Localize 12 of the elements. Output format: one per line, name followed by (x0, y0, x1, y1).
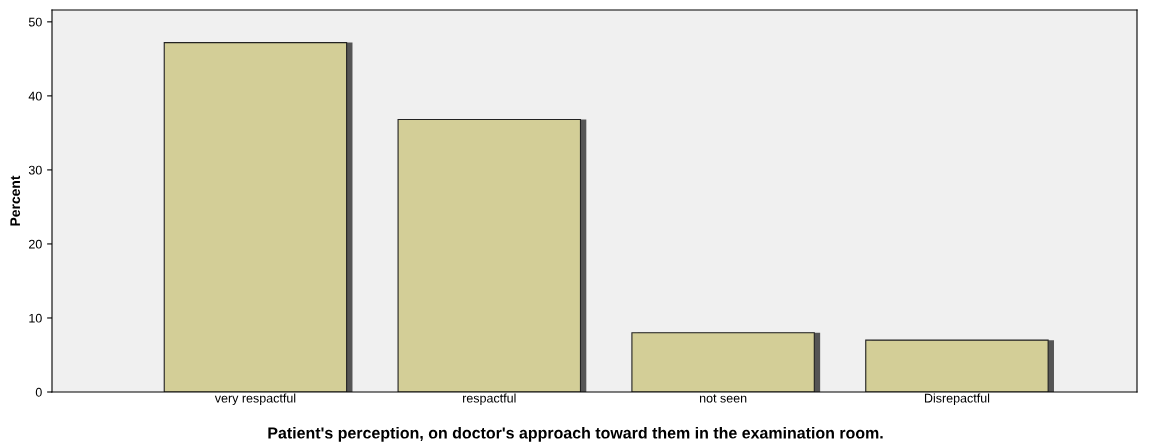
x-tick-label: Disrepactful (924, 393, 990, 406)
x-tick-label: respactful (463, 393, 516, 406)
x-axis-title: Patient's perception, on doctor's approach toward them in the examination room. (268, 426, 883, 442)
y-tick-label: 0 (35, 387, 42, 397)
y-tick-label: 10 (29, 313, 42, 323)
y-axis-title: Percent (10, 175, 21, 226)
x-tick-label: very respactful (214, 393, 296, 406)
y-tick-label: 20 (29, 239, 42, 249)
y-tick-label: 30 (28, 165, 42, 175)
y-tick-label: 40 (28, 91, 42, 101)
x-tick-label: not seen (699, 394, 747, 403)
y-tick-label: 50 (28, 17, 42, 27)
